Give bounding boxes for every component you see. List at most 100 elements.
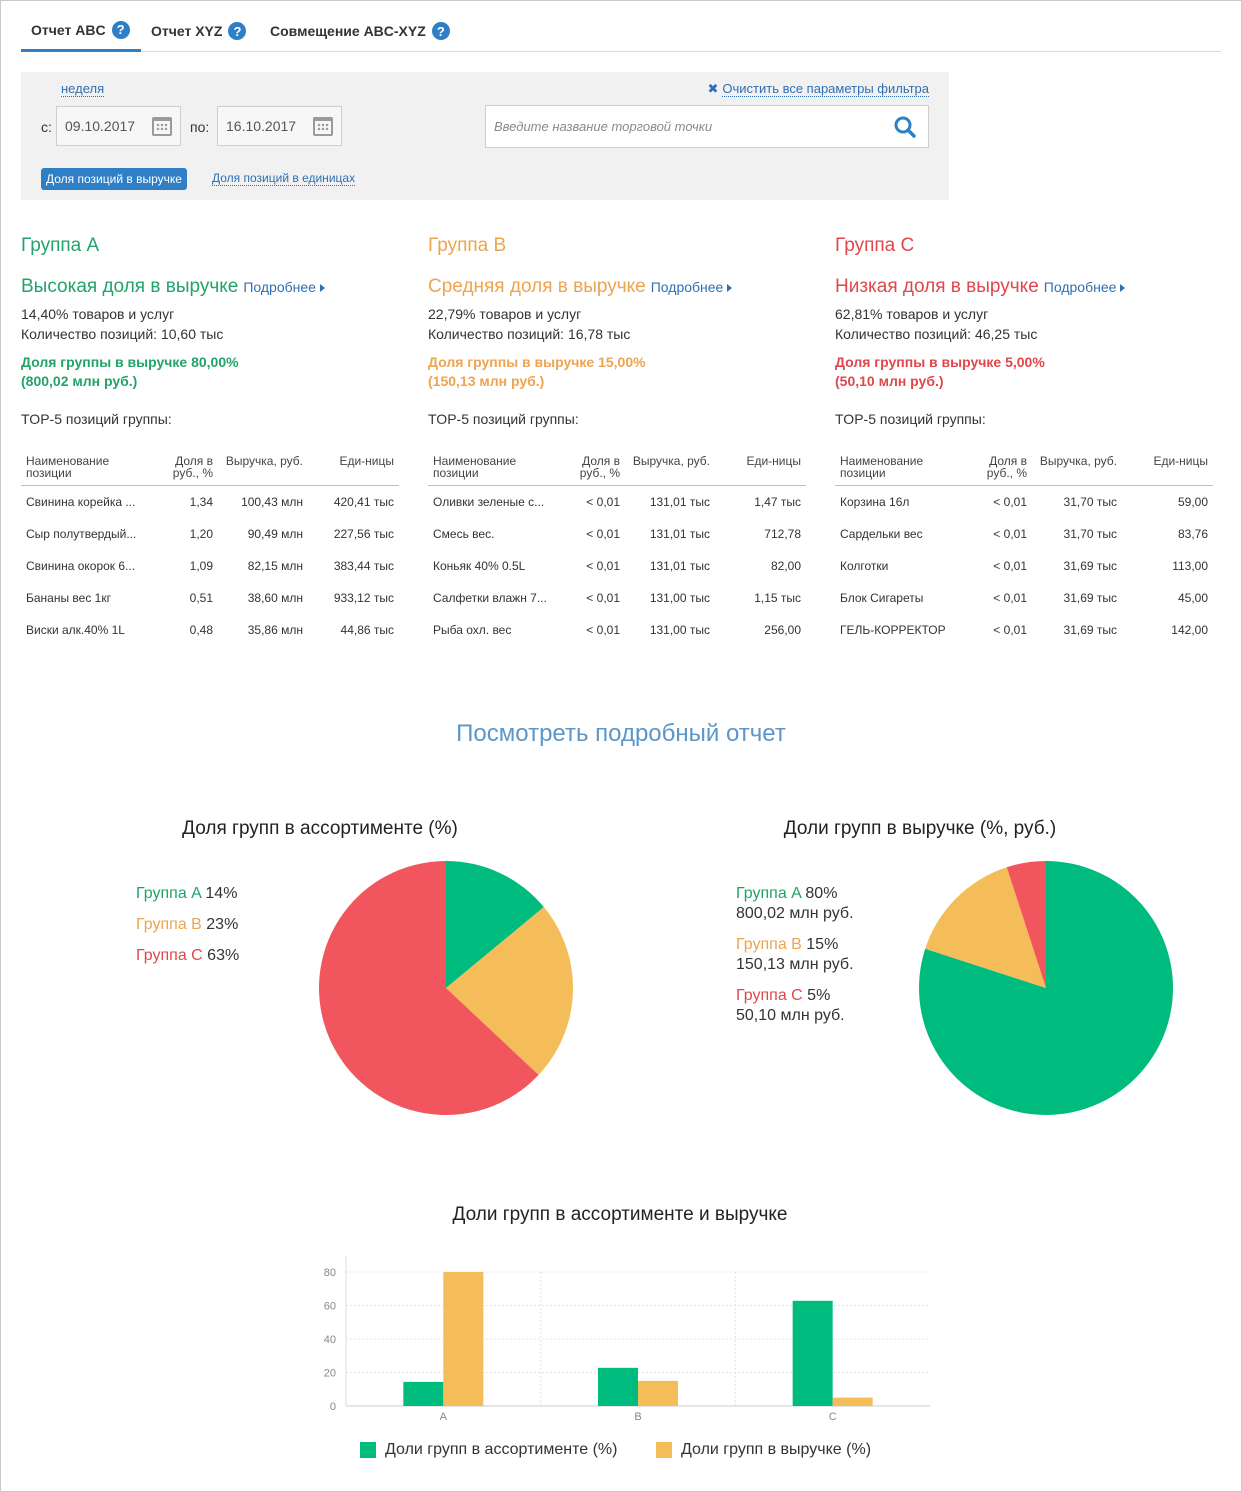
table-row[interactable]: Салфетки влажн 7... < 0,01 131,00 тыс 1,15 … (428, 582, 806, 614)
table-row[interactable]: Свинина корейка ... 1,34 100,43 млн 420,41 … (21, 486, 399, 518)
bar-legend-entry[interactable]: Доли групп в ассортименте (%) (360, 1441, 617, 1459)
column-header[interactable]: Еди-ницы (1122, 455, 1213, 486)
table-cell: 933,12 тыс (333, 590, 394, 605)
y-tick-label: 80 (324, 1267, 336, 1279)
table-row[interactable]: Коньяк 40% 0.5L < 0,01 131,01 тыс 82,00 (428, 550, 806, 582)
column-header[interactable]: Доля в руб., % (563, 455, 625, 486)
table-cell: Свинина окорок 6... (26, 558, 136, 573)
calendar-icon[interactable] (152, 117, 172, 136)
column-header[interactable]: Наименование позиции (21, 455, 156, 486)
legend-value: 80% (805, 885, 838, 902)
bar-A-series-2[interactable] (443, 1272, 484, 1406)
table-row[interactable]: ГЕЛЬ-КОРРЕКТОР < 0,01 31,69 тыс 142,00 (835, 614, 1213, 646)
tab-abc[interactable]: Отчет ABC ? (21, 10, 141, 52)
bar-A-series-1[interactable] (403, 1381, 444, 1406)
tab-abc-xyz[interactable]: Совмещение ABC-XYZ ? (260, 10, 450, 52)
details-link[interactable]: Подробнее (651, 279, 733, 295)
table-cell: 142,00 (1171, 622, 1208, 637)
top5-table: Наименование позиции Доля в руб., % Выручк… (835, 455, 1213, 646)
help-icon[interactable]: ? (431, 22, 450, 40)
column-header[interactable]: Наименование позиции (428, 455, 563, 486)
table-cell: < 0,01 (993, 526, 1027, 541)
column-header[interactable]: Выручка, руб. (218, 455, 308, 486)
date-from-value: 09.10.2017 (65, 118, 136, 134)
store-search-input[interactable] (486, 106, 886, 147)
table-cell: 131,00 тыс (649, 590, 710, 605)
column-header-label: Выручка, руб. (632, 454, 710, 468)
pie-slice-C[interactable] (1006, 861, 1046, 988)
bar-B-series-2[interactable] (638, 1380, 678, 1406)
column-header-label: Наименование позиции (26, 454, 110, 480)
table-cell: < 0,01 (993, 494, 1027, 509)
table-cell: 131,01 тыс (649, 558, 710, 573)
date-from-field[interactable]: 09.10.2017 (56, 106, 181, 146)
y-tick-label: 20 (324, 1368, 336, 1380)
table-cell: 31,69 тыс (1063, 558, 1117, 573)
help-icon[interactable]: ? (228, 22, 247, 40)
legend-entry: Группа B 15% 150,13 млн руб. (736, 935, 854, 975)
table-cell: Свинина корейка ... (26, 494, 136, 509)
column-header[interactable]: Наименование позиции (835, 455, 970, 486)
group-subtitle-row: Высокая доля в выручке Подробнее (21, 276, 401, 298)
y-tick-label: 60 (324, 1301, 336, 1313)
positions-count: Количество позиций: 16,78 тыс (428, 326, 631, 342)
x-tick-label: A (440, 1411, 448, 1423)
table-row[interactable]: Сыр полутвердый... 1,20 90,49 млн 227,56 ты… (21, 518, 399, 550)
table-row[interactable]: Блок Сигареты < 0,01 31,69 тыс 45,00 (835, 582, 1213, 614)
table-row[interactable]: Свинина окорок 6... 1,09 82,15 млн 383,44 т… (21, 550, 399, 582)
legend-entry: Группа C 63% (136, 946, 239, 966)
details-link[interactable]: Подробнее (1044, 279, 1126, 295)
table-cell: 0,51 (189, 590, 213, 605)
revenue-share: Доля группы в выручке 15,00% (428, 354, 646, 370)
column-header[interactable]: Выручка, руб. (625, 455, 715, 486)
legend-amount: 800,02 млн руб. (736, 905, 854, 922)
group-subtitle: Высокая доля в выручке (21, 276, 239, 297)
search-icon[interactable] (894, 116, 916, 138)
table-cell: Колготки (840, 558, 889, 573)
details-link[interactable]: Подробнее (243, 279, 325, 295)
bar-B-series-1[interactable] (598, 1367, 638, 1406)
column-header[interactable]: Доля в руб., % (970, 455, 1032, 486)
help-icon[interactable]: ? (111, 20, 130, 39)
pie-slice-A[interactable] (446, 861, 544, 988)
mode-revenue-button[interactable]: Доля позиций в выручке (41, 168, 187, 190)
pie-slice-C[interactable] (319, 861, 539, 1115)
table-cell: 1,20 (189, 526, 213, 541)
column-header[interactable]: Доля в руб., % (156, 455, 218, 486)
bar-C-series-1[interactable] (792, 1300, 833, 1406)
legend-value: 14% (205, 885, 238, 902)
table-cell: 1,34 (189, 494, 213, 509)
calendar-icon[interactable] (313, 117, 333, 136)
tab-xyz[interactable]: Отчет XYZ ? (141, 10, 247, 52)
bar-C-series-2[interactable] (832, 1397, 873, 1406)
column-header-label: Наименование позиции (840, 454, 924, 480)
clear-filter[interactable]: ✖ Очистить все параметры фильтра (707, 81, 929, 97)
legend-entry: Группа A 80% 800,02 млн руб. (736, 884, 854, 924)
assortment-pie-title: Доля групп в ассортименте (%) (182, 818, 458, 839)
table-row[interactable]: Сардельки вес < 0,01 31,70 тыс 83,76 (835, 518, 1213, 550)
mode-units-link[interactable]: Доля позиций в единицах (212, 171, 356, 186)
clear-filter-link[interactable]: Очистить все параметры фильтра (722, 81, 929, 97)
table-row[interactable]: Бананы вес 1кг 0,51 38,60 млн 933,12 тыс (21, 582, 399, 614)
table-row[interactable]: Виски алк.40% 1L 0,48 35,86 млн 44,86 тыс (21, 614, 399, 646)
goods-share: 22,79% товаров и услуг (428, 306, 582, 322)
table-row[interactable]: Смесь вес. < 0,01 131,01 тыс 712,78 (428, 518, 806, 550)
table-row[interactable]: Оливки зеленые с... < 0,01 131,01 тыс 1,47 … (428, 486, 806, 518)
period-link[interactable]: неделя (61, 81, 105, 97)
close-icon: ✖ (707, 81, 719, 96)
column-header[interactable]: Еди-ницы (715, 455, 806, 486)
bar-legend-entry[interactable]: Доли групп в выручке (%) (656, 1441, 871, 1459)
pie-slice-B[interactable] (925, 867, 1046, 988)
table-row[interactable]: Корзина 16л < 0,01 31,70 тыс 59,00 (835, 486, 1213, 518)
group-column: Группа A Высокая доля в выручке Подробне… (21, 235, 401, 646)
date-to-field[interactable]: 16.10.2017 (217, 106, 342, 146)
column-header[interactable]: Выручка, руб. (1032, 455, 1122, 486)
table-row[interactable]: Рыба охл. вес < 0,01 131,00 тыс 256,00 (428, 614, 806, 646)
detailed-report-link[interactable]: Посмотреть подробный отчет (456, 720, 786, 747)
table-cell: Рыба охл. вес (433, 622, 512, 637)
legend-value: 5% (807, 987, 831, 1004)
table-row[interactable]: Колготки < 0,01 31,69 тыс 113,00 (835, 550, 1213, 582)
pie-slice-B[interactable] (446, 907, 573, 1075)
table-cell: 44,86 тыс (340, 622, 394, 637)
column-header[interactable]: Еди-ницы (308, 455, 399, 486)
